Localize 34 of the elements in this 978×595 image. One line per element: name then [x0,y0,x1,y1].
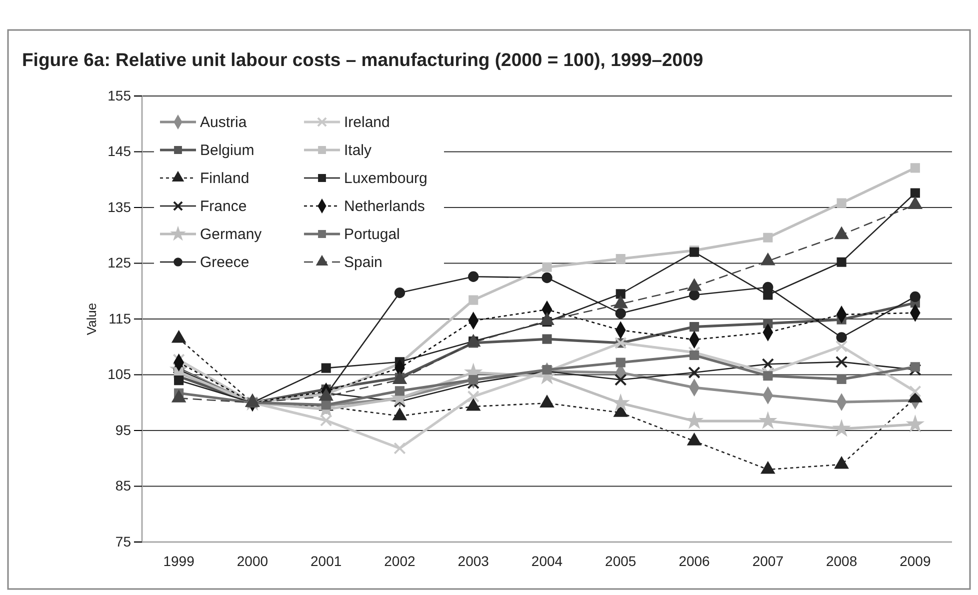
legend-label: Ireland [344,114,390,131]
legend-label: Austria [200,114,248,131]
y-tick-label: 75 [115,533,132,550]
x-tick-label: 2008 [826,552,858,569]
y-tick-label: 105 [108,366,132,382]
chart-title: Figure 6a: Relative unit labour costs – manufacturing (2000 = 100), 1999–2009 [22,49,704,70]
legend-label: Finland [200,170,250,187]
y-axis-title: Value [84,302,99,336]
legend-label: Greece [200,254,250,271]
x-tick-label: 2000 [236,552,268,569]
x-tick-label: 2001 [310,552,342,569]
y-tick-label: 115 [108,310,132,326]
y-tick-label: 145 [108,143,132,160]
x-tick-label: 2006 [678,552,710,569]
y-tick-label: 155 [108,87,132,104]
y-tick-label: 85 [115,478,132,494]
y-tick-label: 135 [108,198,132,215]
x-tick-label: 1999 [163,552,195,569]
legend-label: France [200,198,247,215]
legend-label: Luxembourg [344,170,428,187]
legend-label: Belgium [200,142,254,159]
x-tick-label: 2002 [384,552,416,569]
y-tick-label: 125 [108,254,132,271]
x-tick-label: 2007 [752,552,784,569]
y-tick-label: 95 [115,422,132,438]
x-tick-label: 2004 [531,552,563,569]
legend-label: Portugal [344,226,400,243]
legend-label: Spain [344,254,382,271]
x-tick-label: 2003 [458,552,490,569]
x-tick-label: 2009 [900,552,931,569]
legend-label: Italy [344,142,372,159]
legend-label: Netherlands [344,198,425,215]
x-tick-label: 2005 [605,552,636,569]
legend-label: Germany [200,226,262,243]
